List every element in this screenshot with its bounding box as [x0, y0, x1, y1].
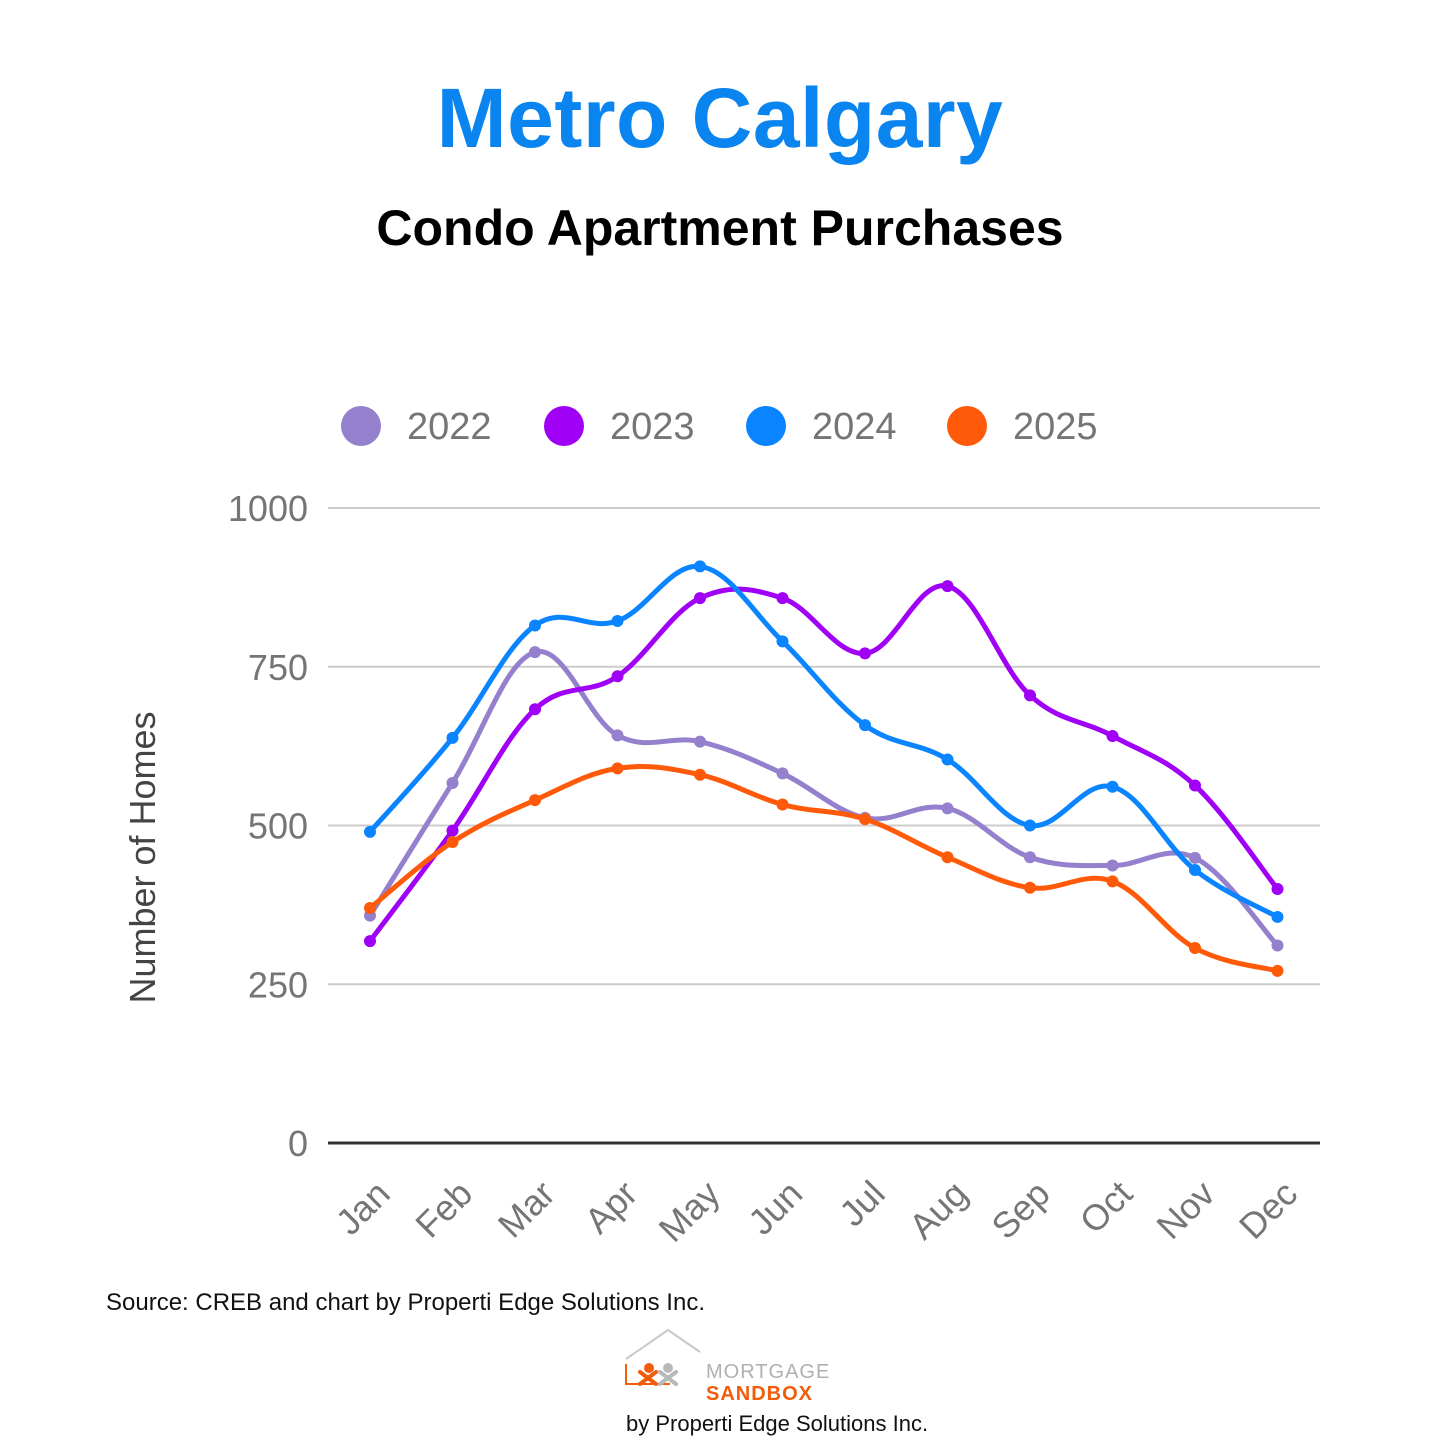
x-tick-label: Jul — [831, 1173, 893, 1235]
data-point-2025 — [694, 768, 706, 781]
data-point-2022 — [1271, 939, 1284, 952]
legend-label: 2022 — [407, 406, 492, 448]
data-point-2023 — [694, 592, 706, 605]
y-tick-label: 500 — [248, 806, 308, 847]
data-point-2024 — [529, 619, 541, 632]
x-tick-label: Oct — [1072, 1173, 1141, 1242]
data-point-2025 — [446, 836, 459, 849]
data-point-2023 — [611, 670, 624, 683]
series-line-2025 — [367, 763, 1280, 974]
x-tick-label: Mar — [490, 1173, 563, 1246]
data-point-2023 — [1024, 689, 1036, 702]
data-point-2025 — [1271, 964, 1284, 977]
x-tick-label: Aug — [901, 1173, 975, 1247]
data-point-2024 — [776, 635, 789, 648]
series-line-2023 — [367, 583, 1280, 944]
y-tick-label: 250 — [248, 964, 308, 1005]
source-note: Source: CREB and chart by Properti Edge … — [106, 1289, 705, 1316]
y-axis-label: Number of Homes — [122, 711, 163, 1003]
mortgage-sandbox-logo — [625, 1328, 701, 1386]
x-tick-label: Nov — [1148, 1173, 1222, 1247]
data-point-2024 — [859, 719, 871, 732]
x-tick-label: May — [651, 1173, 728, 1250]
data-point-2025 — [776, 798, 789, 811]
data-point-2023 — [446, 824, 459, 837]
data-point-2022 — [1106, 859, 1119, 872]
legend-label: 2023 — [610, 406, 695, 448]
data-point-2023 — [364, 935, 376, 948]
data-point-2022 — [1189, 851, 1201, 864]
data-point-2024 — [941, 753, 954, 766]
data-point-2023 — [1271, 883, 1284, 895]
data-point-2023 — [1189, 779, 1201, 792]
data-point-2025 — [1106, 875, 1119, 888]
legend-label: 2024 — [812, 406, 897, 448]
x-tick-label: Dec — [1231, 1173, 1305, 1247]
data-point-2024 — [446, 731, 459, 744]
data-point-2025 — [859, 813, 871, 826]
page-title: Metro Calgary — [436, 71, 1004, 165]
logo-byline: by Properti Edge Solutions Inc. — [626, 1411, 929, 1436]
data-point-2025 — [529, 794, 541, 807]
data-point-2022 — [611, 729, 624, 742]
x-tick-label: Sep — [983, 1173, 1057, 1247]
x-tick-label: Jun — [740, 1173, 810, 1243]
data-point-2022 — [941, 802, 954, 815]
y-tick-label: 750 — [248, 647, 308, 688]
data-point-2025 — [1189, 942, 1201, 955]
legend-marker — [544, 406, 584, 446]
data-point-2025 — [941, 851, 954, 864]
legend-marker — [746, 406, 786, 446]
data-point-2022 — [776, 767, 789, 780]
page-subtitle: Condo Apartment Purchases — [376, 200, 1064, 256]
data-point-2023 — [1106, 729, 1119, 742]
data-point-2025 — [1024, 881, 1036, 894]
data-point-2024 — [694, 560, 706, 573]
data-point-2024 — [1106, 780, 1119, 793]
x-tick-label: Apr — [577, 1173, 646, 1242]
logo-text-mortgage: MORTGAGE — [706, 1361, 831, 1383]
data-point-2022 — [694, 735, 706, 748]
legend-marker — [341, 406, 381, 446]
data-point-2024 — [1189, 863, 1201, 876]
data-point-2024 — [364, 825, 376, 838]
series-line-2022 — [367, 649, 1280, 949]
x-tick-label: Jan — [328, 1173, 398, 1243]
series-line-2024 — [367, 563, 1280, 920]
y-tick-label: 0 — [288, 1123, 308, 1164]
data-point-2025 — [364, 902, 376, 915]
data-point-2022 — [529, 646, 541, 659]
data-point-2024 — [611, 615, 624, 628]
data-point-2023 — [859, 647, 871, 660]
data-point-2023 — [529, 703, 541, 716]
legend-marker — [947, 406, 987, 446]
logo-text-sandbox: SANDBOX — [706, 1383, 814, 1405]
y-tick-label: 1000 — [228, 488, 308, 529]
data-point-2024 — [1024, 819, 1036, 832]
data-point-2022 — [446, 776, 459, 789]
data-point-2023 — [776, 592, 789, 605]
legend-label: 2025 — [1013, 406, 1098, 448]
data-point-2024 — [1271, 910, 1284, 923]
data-point-2025 — [611, 762, 624, 775]
data-point-2023 — [941, 580, 954, 593]
x-tick-label: Feb — [407, 1173, 480, 1246]
data-point-2022 — [1024, 851, 1036, 864]
